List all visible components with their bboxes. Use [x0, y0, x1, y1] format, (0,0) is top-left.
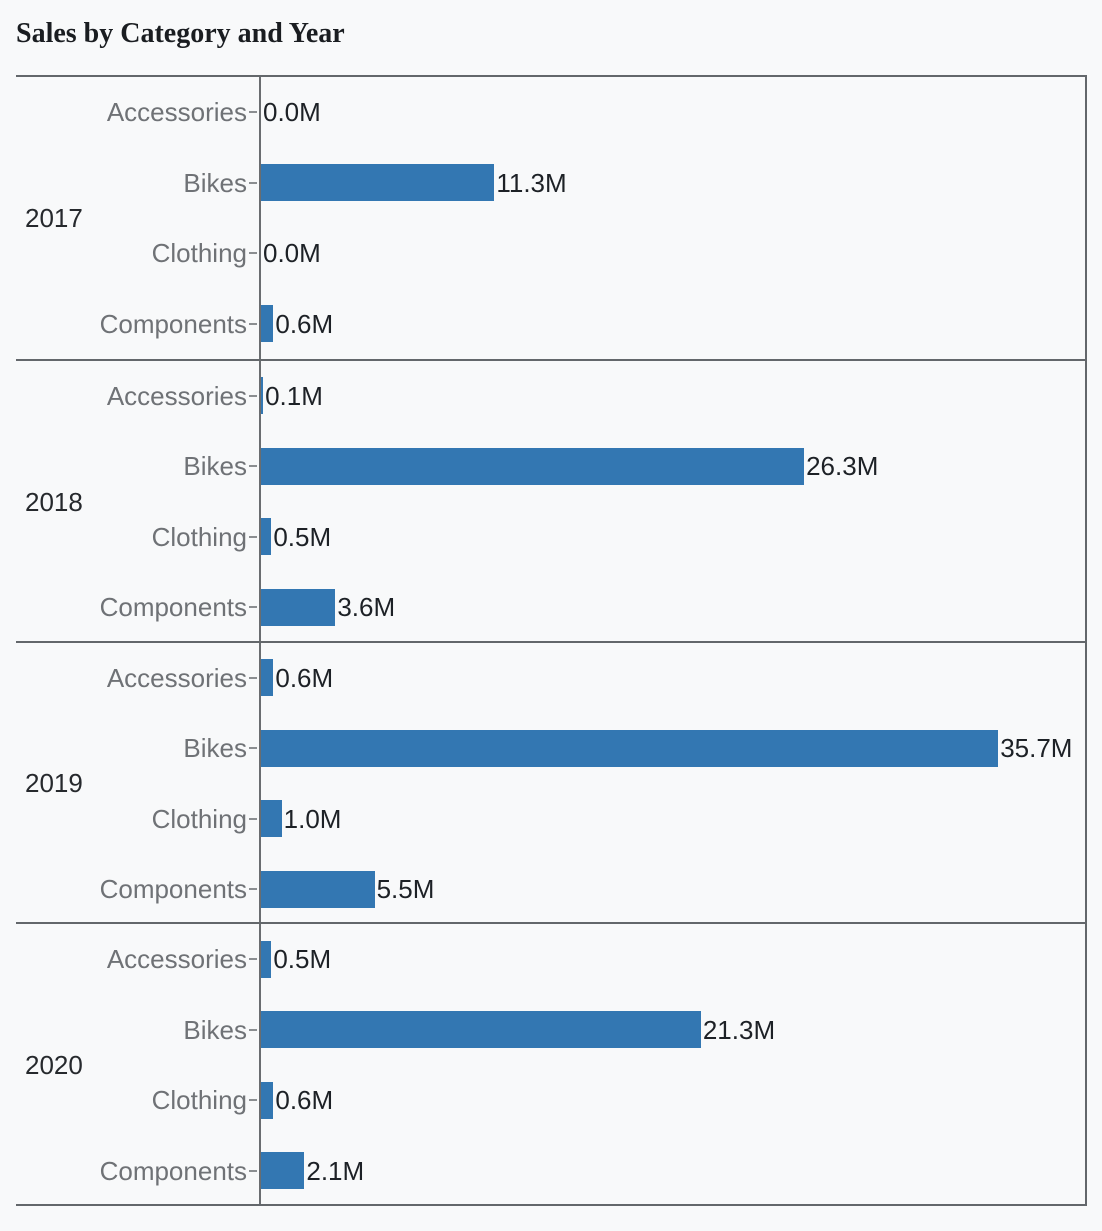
category-tick-mark [249, 606, 257, 609]
bar [261, 729, 999, 767]
value-label: 0.5M [273, 521, 332, 552]
category-label: Bikes [183, 167, 247, 198]
category-tick-mark [249, 676, 257, 679]
category-label: Accessories [106, 662, 247, 693]
bar [261, 164, 495, 202]
value-label: 35.7M [1000, 733, 1073, 764]
category-tick-mark [249, 1169, 257, 1172]
category-label: Accessories [106, 97, 247, 128]
category-tick-mark [249, 394, 257, 397]
category-label: Components [99, 592, 247, 623]
value-label: 0.1M [265, 380, 323, 411]
value-label: 5.5M [376, 874, 435, 905]
category-label: Bikes [183, 1014, 247, 1045]
year-panel: 2019 Accessories 0.6M Bikes 35.7M Clothing 1.0… [16, 640, 1085, 923]
value-label: 2.1M [306, 1155, 365, 1186]
chart-plot-area: 2017 Accessories 0.0M Bikes 11.3M Clothing 0.0… [16, 75, 1087, 1206]
bar [261, 1152, 305, 1190]
category-label: Accessories [106, 944, 247, 975]
year-label: 2020 [25, 1050, 83, 1081]
bar [261, 940, 272, 978]
value-label: 1.0M [283, 803, 342, 834]
category-tick-mark [249, 535, 257, 538]
category-tick-mark [249, 252, 257, 255]
bar [261, 305, 274, 343]
category-tick-mark [249, 747, 257, 750]
category-tick-mark [249, 888, 257, 891]
category-tick-mark [249, 1028, 257, 1031]
value-label: 0.6M [275, 308, 334, 339]
category-tick-mark [249, 111, 257, 114]
category-tick-mark [249, 322, 257, 325]
bar [261, 870, 375, 908]
value-label: 3.6M [337, 592, 396, 623]
value-label: 26.3M [806, 451, 879, 482]
category-tick-mark [249, 465, 257, 468]
year-label: 2017 [25, 202, 83, 233]
category-label: Bikes [183, 451, 247, 482]
category-tick-mark [249, 181, 257, 184]
bar [261, 588, 336, 626]
chart-title: Sales by Category and Year [16, 18, 345, 49]
bar [261, 659, 274, 697]
category-label: Components [99, 1155, 247, 1186]
bar [261, 1011, 701, 1049]
year-label: 2018 [25, 486, 83, 517]
year-panel: 2017 Accessories 0.0M Bikes 11.3M Clothing 0.0… [16, 77, 1085, 359]
category-label: Clothing [151, 1085, 247, 1116]
category-label: Components [99, 874, 247, 905]
bar [261, 518, 272, 556]
year-label: 2019 [25, 768, 83, 799]
category-label: Clothing [151, 521, 247, 552]
category-label: Components [99, 308, 247, 339]
bar [261, 377, 264, 415]
category-label: Accessories [106, 380, 247, 411]
category-tick-mark [249, 958, 257, 961]
category-label: Clothing [151, 803, 247, 834]
value-label: 0.5M [273, 944, 332, 975]
category-tick-mark [249, 1099, 257, 1102]
year-panel: 2018 Accessories 0.1M Bikes 26.3M Clothing 0.5… [16, 358, 1085, 641]
category-label: Bikes [183, 733, 247, 764]
year-panel: 2020 Accessories 0.5M Bikes 21.3M Clothing 0.6… [16, 922, 1085, 1204]
value-label: 0.6M [275, 662, 334, 693]
category-label: Clothing [151, 238, 247, 269]
bar [261, 447, 805, 485]
value-label: 11.3M [496, 167, 567, 198]
value-label: 0.0M [263, 97, 321, 128]
bar [261, 800, 282, 838]
value-label: 0.6M [275, 1085, 334, 1116]
value-label: 0.0M [263, 238, 321, 269]
category-tick-mark [249, 817, 257, 820]
bar [261, 1081, 274, 1119]
value-label: 21.3M [702, 1014, 776, 1045]
